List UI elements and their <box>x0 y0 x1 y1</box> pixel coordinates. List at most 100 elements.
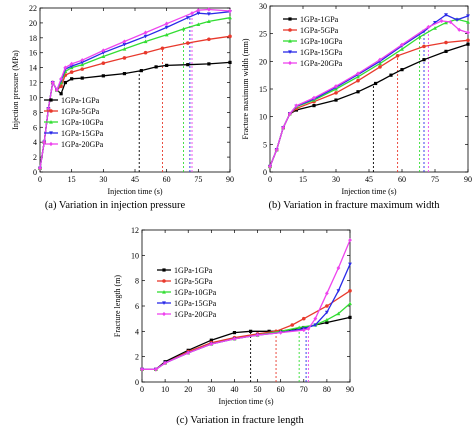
chart-a-injection-pressure: 0 15 30 45 60 75 90 0 2 4 6 8 10 12 14 16 18 20 22 Injectio… <box>11 4 234 196</box>
x-tick-label: 60 <box>277 385 285 394</box>
data-point <box>448 19 453 25</box>
data-point <box>334 91 338 95</box>
x-tick-label: 20 <box>184 385 192 394</box>
data-point <box>400 68 404 72</box>
data-point <box>80 58 85 63</box>
x-tick-label: 75 <box>194 175 202 184</box>
legend-label: 1GPa-1GPa <box>61 96 100 105</box>
data-point <box>143 34 148 39</box>
data-point <box>444 40 448 45</box>
y-tick-label: 30 <box>259 2 267 11</box>
data-point <box>143 50 148 55</box>
legend-marker <box>288 60 292 66</box>
data-point <box>439 18 444 24</box>
legend-label: 1GPa-1GPa <box>300 15 339 24</box>
data-point <box>122 47 127 51</box>
data-point <box>50 80 55 85</box>
x-tick-label: 90 <box>346 385 354 394</box>
y-tick-label: 22 <box>29 4 37 13</box>
data-point <box>348 315 352 319</box>
data-point <box>433 26 437 30</box>
legend-label: 1GPa-10GPa <box>61 118 104 127</box>
data-point <box>348 238 352 243</box>
data-point <box>185 41 190 45</box>
y-tick-label: 0 <box>33 168 37 177</box>
data-point <box>325 304 329 308</box>
legend-label: 1GPa-5GPa <box>61 107 100 116</box>
data-point <box>294 103 299 108</box>
data-point <box>336 311 341 316</box>
y-tick-label: 8 <box>135 277 139 286</box>
y-tick-label: 4 <box>135 327 139 336</box>
data-point <box>336 265 341 271</box>
data-point <box>324 317 329 322</box>
x-tick-label: 0 <box>38 175 42 184</box>
data-point <box>38 166 42 171</box>
x-tick-label: 45 <box>365 175 373 184</box>
data-point <box>207 62 211 66</box>
data-point <box>334 98 338 102</box>
data-point <box>160 46 165 51</box>
y-tick-label: 0 <box>135 378 139 387</box>
data-point <box>42 140 47 145</box>
data-point <box>444 20 448 25</box>
data-point <box>46 106 51 111</box>
series-line <box>142 239 351 370</box>
y-tick-label: 12 <box>29 79 37 88</box>
data-point <box>206 19 211 24</box>
data-point <box>466 20 470 24</box>
x-tick-label: 0 <box>140 385 144 394</box>
data-point <box>301 327 306 333</box>
y-tick-label: 6 <box>33 123 37 132</box>
data-point <box>59 76 64 81</box>
data-point <box>374 81 378 86</box>
data-point <box>268 164 272 169</box>
x-tick-label: 15 <box>68 175 76 184</box>
x-tick-label: 80 <box>323 385 331 394</box>
legend-marker <box>288 39 292 43</box>
data-point <box>395 54 400 58</box>
y-tick-label: 4 <box>33 138 37 147</box>
data-point <box>59 92 63 96</box>
data-point <box>164 32 169 37</box>
data-point <box>336 289 341 293</box>
legend-marker <box>49 98 53 102</box>
legend-label: 1GPa-15GPa <box>174 299 217 308</box>
data-point <box>422 58 426 62</box>
data-point <box>164 25 169 30</box>
data-point <box>417 34 422 39</box>
legend-marker <box>49 120 53 124</box>
legend-label: 1GPa-5GPa <box>300 26 339 35</box>
data-point <box>325 320 329 325</box>
data-point <box>444 49 448 53</box>
data-point <box>313 323 318 327</box>
data-point <box>455 18 459 22</box>
data-point <box>196 8 201 13</box>
y-tick-label: 2 <box>33 153 37 162</box>
data-point <box>281 125 286 130</box>
legend-marker <box>49 141 53 147</box>
x-tick-label: 45 <box>131 175 139 184</box>
legend-marker <box>162 301 166 305</box>
x-tick-label: 50 <box>254 385 262 394</box>
data-point <box>164 21 169 26</box>
data-point <box>143 30 148 35</box>
data-point <box>378 65 382 69</box>
data-point <box>228 8 232 14</box>
data-point <box>306 326 311 331</box>
x-tick-label: 30 <box>207 385 215 394</box>
data-point <box>466 38 470 43</box>
data-point <box>143 39 148 44</box>
data-point <box>400 47 404 51</box>
legend-label: 1GPa-1GPa <box>174 266 213 275</box>
data-point <box>232 336 237 342</box>
data-point <box>312 104 316 108</box>
data-point <box>457 27 462 32</box>
data-point <box>301 316 306 321</box>
data-point <box>122 42 127 47</box>
y-tick-label: 10 <box>259 113 267 122</box>
data-point <box>209 338 213 342</box>
data-point <box>348 301 352 306</box>
data-point <box>466 42 470 46</box>
